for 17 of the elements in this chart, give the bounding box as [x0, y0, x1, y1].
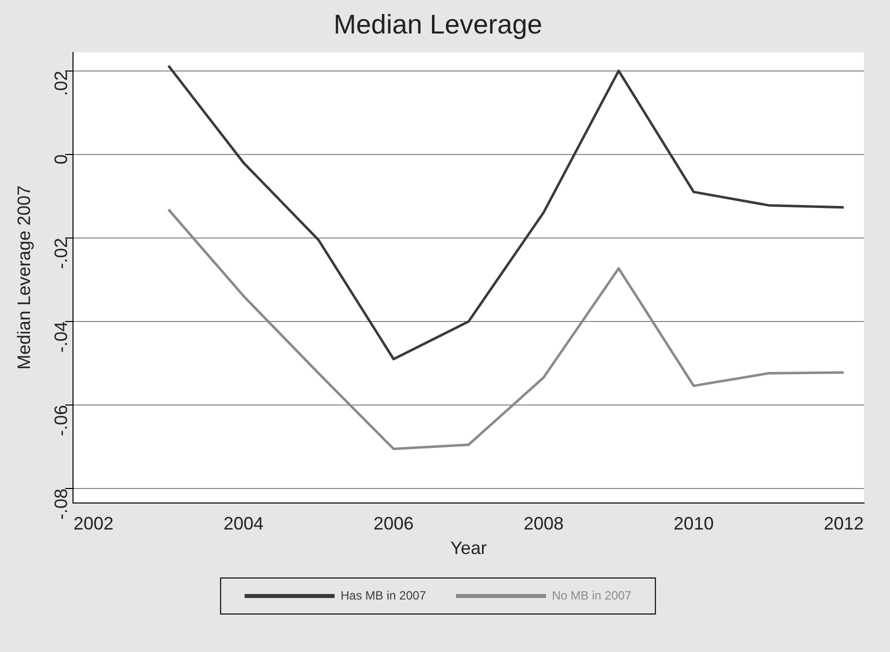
y-tick-label: -.08	[51, 488, 72, 520]
y-axis-title: Median Leverage 2007	[14, 186, 34, 370]
x-tick-label: 2006	[374, 514, 414, 534]
y-tick-label: 0	[51, 154, 72, 164]
y-tick-label: -.06	[51, 405, 72, 436]
y-tick-label: .02	[51, 70, 72, 96]
x-tick-label: 2008	[524, 514, 564, 534]
x-tick-label: 2004	[223, 514, 264, 534]
y-tick-label: -.02	[51, 238, 72, 269]
x-tick-label: 2012	[824, 514, 864, 534]
x-axis-title: Year	[450, 538, 487, 558]
x-tick-label: 2010	[674, 514, 714, 534]
x-tick-label: 2002	[73, 514, 114, 534]
text: Has MB in 2007	[340, 588, 426, 602]
chart-title: Median Leverage	[334, 10, 542, 40]
text: No MB in 2007	[552, 588, 632, 602]
y-tick-label: -.04	[51, 321, 72, 352]
